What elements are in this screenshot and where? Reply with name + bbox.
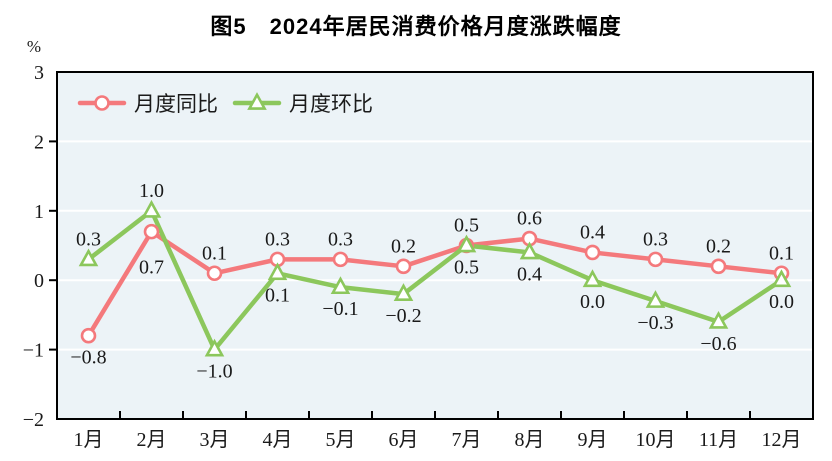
y-axis-unit: % bbox=[27, 37, 41, 56]
value-label-mom: 1.0 bbox=[139, 180, 164, 202]
data-point-yoy-11月 bbox=[710, 258, 727, 275]
data-point-yoy-3月 bbox=[206, 265, 223, 282]
value-label-mom: 0.3 bbox=[76, 228, 101, 250]
plot-area bbox=[56, 71, 814, 420]
value-label-yoy: 0.4 bbox=[580, 221, 605, 243]
legend-triangle-icon bbox=[247, 92, 267, 110]
value-label-yoy: 0.1 bbox=[202, 242, 227, 264]
y-tick-label: −2 bbox=[23, 409, 44, 431]
legend-label-yoy: 月度同比 bbox=[134, 92, 218, 116]
value-label-mom: 0.5 bbox=[454, 257, 479, 279]
data-point-mom-12月 bbox=[771, 269, 792, 288]
value-label-yoy: 0.7 bbox=[139, 257, 164, 279]
legend-circle-icon bbox=[94, 95, 110, 111]
x-tick-label: 11月 bbox=[699, 429, 738, 451]
x-tick-label: 6月 bbox=[389, 429, 419, 451]
data-point-yoy-2月 bbox=[143, 223, 160, 240]
legend-item-yoy: 月度同比 bbox=[77, 92, 218, 116]
data-point-mom-11月 bbox=[708, 310, 729, 329]
y-tick-label: 3 bbox=[34, 62, 44, 84]
value-label-mom: −0.1 bbox=[322, 298, 358, 320]
data-point-mom-10月 bbox=[645, 290, 666, 308]
value-label-yoy: 0.1 bbox=[769, 242, 794, 264]
x-tick-label: 12月 bbox=[762, 429, 802, 451]
x-tick-label: 1月 bbox=[74, 429, 104, 451]
data-point-mom-2月 bbox=[141, 199, 162, 218]
value-label-mom: −0.6 bbox=[700, 333, 736, 355]
data-point-mom-6月 bbox=[393, 283, 414, 301]
x-tick-label: 4月 bbox=[263, 429, 293, 451]
data-point-mom-3月 bbox=[204, 338, 225, 357]
y-tick-label: 1 bbox=[34, 201, 44, 223]
value-label-mom: 0.1 bbox=[265, 284, 290, 306]
value-label-yoy: 0.5 bbox=[454, 215, 479, 237]
value-label-yoy: 0.3 bbox=[328, 228, 353, 250]
chart-title: 图5 2024年居民消费价格月度涨跌幅度 bbox=[210, 14, 622, 39]
y-tick-label: 0 bbox=[34, 270, 44, 292]
data-point-yoy-1月 bbox=[80, 327, 97, 344]
x-tick-label: 8月 bbox=[515, 429, 545, 451]
value-label-yoy: 0.2 bbox=[706, 235, 731, 257]
x-tick-label: 5月 bbox=[326, 429, 356, 451]
data-point-yoy-6月 bbox=[395, 258, 412, 275]
value-label-mom: 0.0 bbox=[580, 291, 605, 313]
legend-item-mom: 月度环比 bbox=[232, 92, 373, 116]
y-tick-label: −1 bbox=[23, 340, 44, 362]
data-point-yoy-5月 bbox=[332, 251, 349, 268]
value-label-mom: −0.2 bbox=[385, 305, 421, 327]
value-label-mom: −0.3 bbox=[637, 312, 673, 334]
data-point-yoy-9月 bbox=[584, 244, 601, 261]
x-tick-label: 9月 bbox=[578, 429, 608, 451]
value-label-mom: 0.4 bbox=[517, 263, 542, 285]
x-tick-label: 7月 bbox=[452, 429, 482, 451]
data-point-mom-5月 bbox=[330, 276, 351, 295]
data-point-yoy-10月 bbox=[647, 251, 664, 268]
data-point-mom-1月 bbox=[78, 248, 99, 267]
data-point-mom-9月 bbox=[582, 269, 603, 288]
data-point-mom-8月 bbox=[519, 241, 540, 260]
value-label-yoy: 0.2 bbox=[391, 235, 416, 257]
x-tick-label: 2月 bbox=[137, 429, 167, 451]
value-label-mom: −1.0 bbox=[196, 361, 232, 383]
value-label-yoy: −0.8 bbox=[70, 347, 106, 369]
value-label-mom: 0.0 bbox=[769, 291, 794, 313]
y-tick-label: 2 bbox=[34, 131, 44, 153]
legend-label-mom: 月度环比 bbox=[289, 92, 373, 116]
value-label-yoy: 0.6 bbox=[517, 208, 542, 230]
value-label-yoy: 0.3 bbox=[265, 228, 290, 250]
x-tick-label: 10月 bbox=[636, 429, 676, 451]
data-point-mom-7月 bbox=[456, 234, 477, 253]
series-line-yoy bbox=[86, 229, 784, 338]
x-tick-label: 3月 bbox=[200, 429, 230, 451]
series-line-mom bbox=[86, 208, 784, 352]
data-point-mom-4月 bbox=[267, 262, 288, 281]
value-label-yoy: 0.3 bbox=[643, 228, 668, 250]
